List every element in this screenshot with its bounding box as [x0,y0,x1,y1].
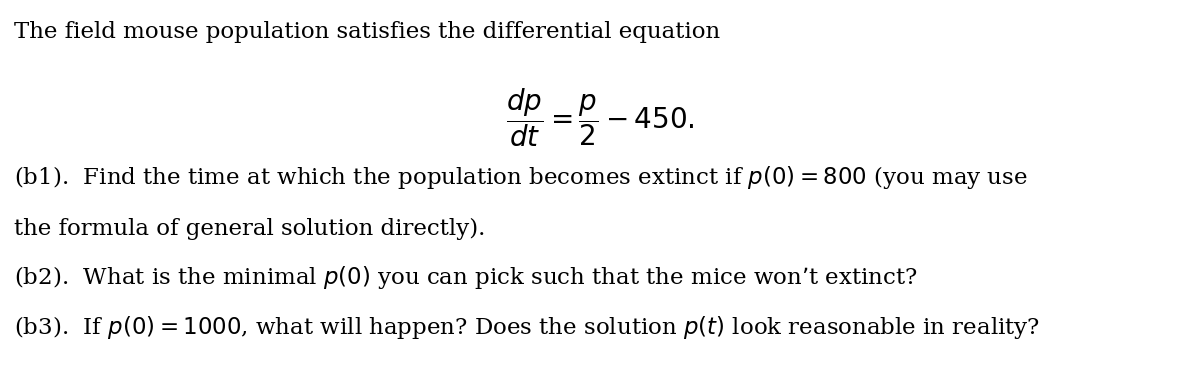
Text: The field mouse population satisfies the differential equation: The field mouse population satisfies the… [14,21,720,43]
Text: the formula of general solution directly).: the formula of general solution directly… [14,218,486,239]
Text: (b2).  What is the minimal $p(0)$ you can pick such that the mice won’t extinct?: (b2). What is the minimal $p(0)$ you can… [14,264,918,291]
Text: (b1).  Find the time at which the population becomes extinct if $p(0) = 800$ (yo: (b1). Find the time at which the populat… [14,164,1028,191]
Text: $\dfrac{dp}{dt} = \dfrac{p}{2} - 450.$: $\dfrac{dp}{dt} = \dfrac{p}{2} - 450.$ [505,87,695,149]
Text: (b3).  If $p(0) = 1000$, what will happen? Does the solution $p(t)$ look reasona: (b3). If $p(0) = 1000$, what will happen… [14,314,1040,341]
